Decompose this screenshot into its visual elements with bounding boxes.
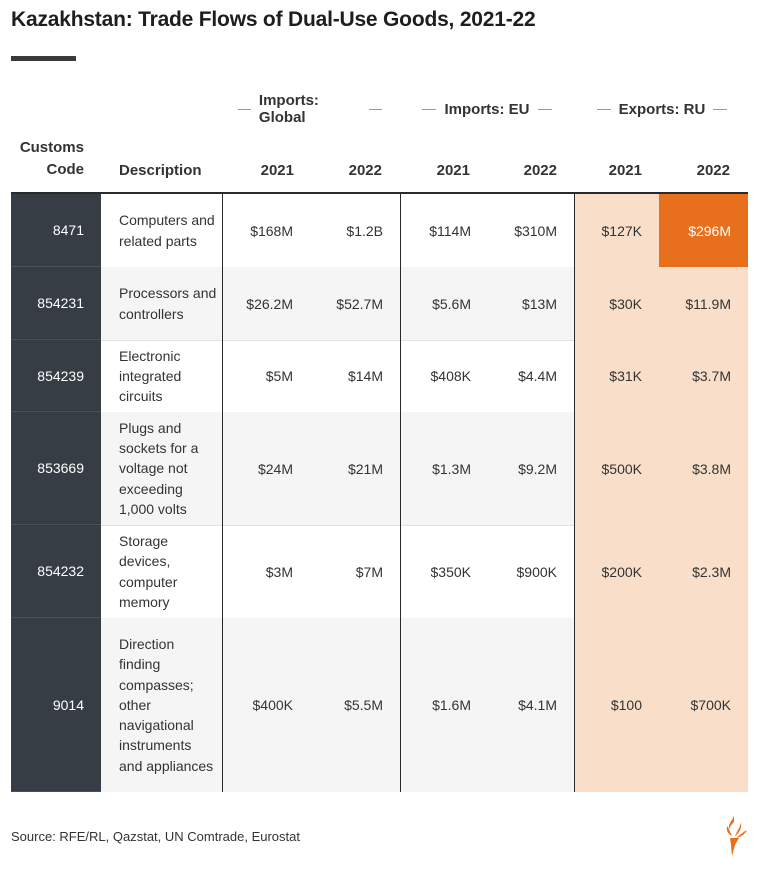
description-cell: Storage devices, computer memory [119, 533, 178, 610]
rferl-torch-icon [726, 816, 747, 856]
title-underline [11, 56, 76, 61]
description-cell: Plugs and sockets for a voltage not exce… [101, 412, 222, 525]
imports-global-2022-cell: $14M [347, 368, 383, 384]
exports-ru-2021-cell: $31K [574, 340, 659, 412]
exports-ru-2021-cell: $30K [574, 267, 659, 340]
imports-eu-2021-cell: $350K [400, 525, 488, 618]
description-cell: Computers and related parts [119, 212, 215, 249]
exports-ru-2022-cell: $700K [659, 618, 748, 792]
table-row: 9014 Direction finding compasses; other … [11, 618, 748, 792]
group-header-imports-global: Imports: Global [230, 92, 390, 126]
col-header-ru-2021: 2021 [608, 162, 642, 179]
dash-left [596, 108, 611, 110]
table-row: 854231 Processors and controllers $26.2M… [11, 267, 748, 341]
imports-global-2022-cell: $52.7M [310, 267, 400, 340]
col-header-ru-2022: 2022 [696, 162, 730, 179]
dash-right [537, 108, 552, 110]
imports-eu-2021-cell: $5.6M [400, 267, 488, 340]
col-header-code-line2: Code [46, 161, 85, 178]
exports-ru-2021-cell: $500K [574, 412, 659, 525]
customs-code-cell: 9014 [11, 618, 101, 792]
imports-global-2021-cell: $26.2M [222, 267, 310, 340]
exports-ru-2022-cell: $2.3M [659, 525, 748, 618]
customs-code-cell: 853669 [11, 412, 101, 525]
col-header-global-2022: 2022 [348, 162, 382, 179]
exports-ru-2022-cell-highlight: $296M [659, 194, 748, 267]
imports-global-2021-cell: $168M [222, 194, 310, 267]
group-header-exports-ru: Exports: RU [582, 99, 742, 119]
exports-ru-2022-cell: $3.8M [659, 412, 748, 525]
exports-ru-2021-cell: $127K [574, 194, 659, 267]
dash-left [422, 108, 437, 110]
imports-global-2021-cell: $400K [222, 618, 310, 792]
customs-code-cell: 854231 [11, 267, 101, 340]
imports-eu-2022-cell: $900K [516, 563, 557, 580]
group-header-imports-eu: Imports: EU [409, 99, 565, 119]
dash-left [238, 108, 251, 110]
description-cell: Direction finding compasses; other navig… [101, 618, 222, 792]
imports-eu-2021-cell: $1.6M [400, 618, 488, 792]
imports-global-2021-cell: $24M [222, 412, 310, 525]
exports-ru-2022-cell: $3.7M [659, 340, 748, 412]
imports-global-2021-cell: $5M [222, 340, 310, 412]
imports-global-2022-cell: $21M [310, 412, 400, 525]
imports-eu-2021-cell: $1.3M [400, 412, 488, 525]
dash-right [369, 108, 382, 110]
col-header-global-2021: 2021 [260, 162, 294, 179]
imports-eu-2022-cell: $4.1M [488, 618, 574, 792]
imports-eu-2022-cell: $9.2M [488, 412, 574, 525]
group-label: Imports: EU [444, 100, 530, 118]
dash-right [713, 108, 728, 110]
col-header-eu-2022: 2022 [523, 162, 557, 179]
imports-eu-2021-cell: $408K [400, 340, 488, 412]
imports-eu-2021-cell: $114M [400, 194, 488, 267]
page-title: Kazakhstan: Trade Flows of Dual-Use Good… [11, 8, 536, 31]
header-rule [11, 192, 748, 194]
exports-ru-2021-cell: $200K [574, 525, 659, 618]
col-header-description: Description [119, 162, 202, 179]
group-label: Imports: Global [258, 92, 319, 126]
customs-code-cell: 854239 [11, 340, 101, 412]
imports-global-2022-cell: $5.5M [310, 618, 400, 792]
imports-global-2021-cell: $3M [222, 525, 310, 618]
imports-global-2022-cell: $1.2B [346, 222, 383, 239]
imports-eu-2022-cell: $4.4M [518, 368, 557, 384]
exports-ru-2021-cell: $100 [574, 618, 659, 792]
col-header-code-line1: Customs [19, 139, 84, 156]
exports-ru-2022-cell: $11.9M [659, 267, 748, 340]
description-cell: Electronic integrated circuits [119, 347, 182, 405]
imports-eu-2022-cell: $310M [514, 222, 557, 239]
description-cell: Processors and controllers [101, 267, 222, 340]
customs-code-cell: 854232 [11, 525, 101, 618]
table-row: 8471 Computers and related parts $168M $… [11, 194, 748, 268]
source-note: Source: RFE/RL, Qazstat, UN Comtrade, Eu… [11, 829, 300, 844]
table-row: 854239 Electronic integrated circuits $5… [11, 340, 748, 413]
imports-global-2022-cell: $7M [355, 563, 383, 580]
table-row: 853669 Plugs and sockets for a voltage n… [11, 412, 748, 526]
imports-eu-2022-cell: $13M [488, 267, 574, 340]
group-label: Exports: RU [618, 100, 706, 118]
table-row: 854232 Storage devices, computer memory … [11, 525, 748, 619]
col-header-code: Customs Code [11, 137, 84, 181]
col-header-eu-2021: 2021 [436, 162, 470, 179]
customs-code-cell: 8471 [11, 194, 101, 267]
